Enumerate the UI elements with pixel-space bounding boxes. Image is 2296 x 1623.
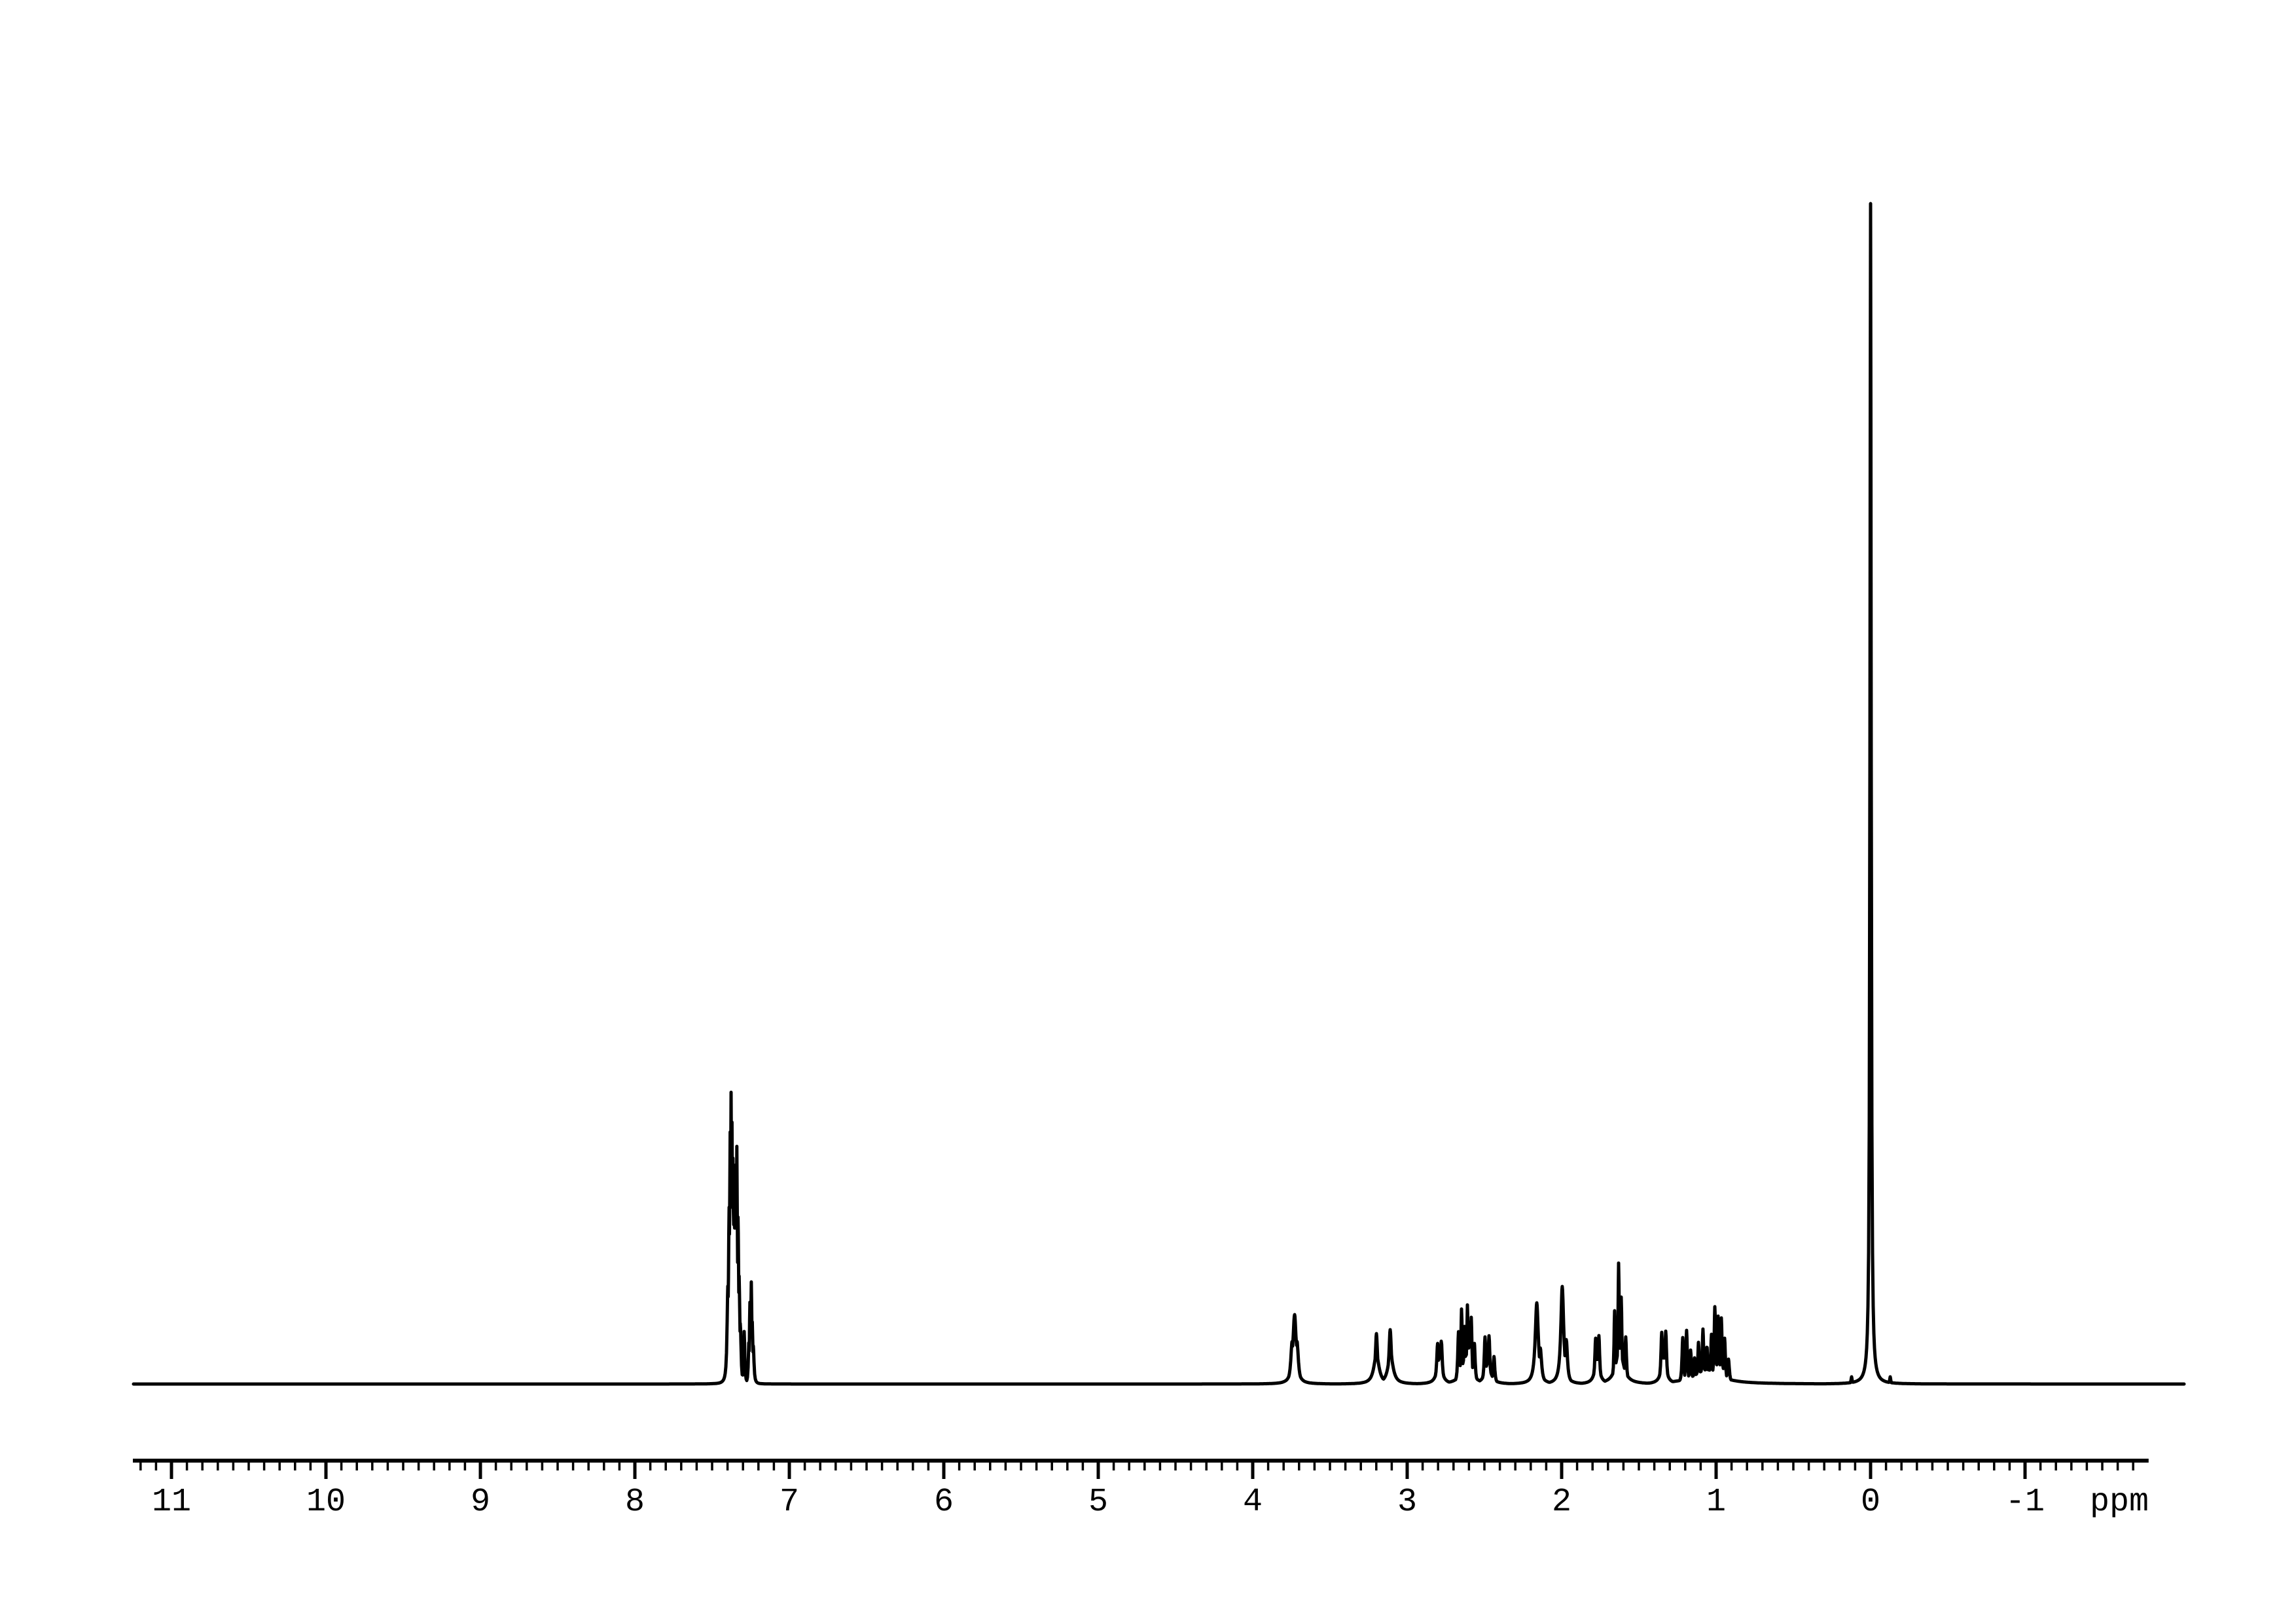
- axis-tick-label-8: 8: [625, 1484, 645, 1521]
- x-axis-minor-ticks: [139, 1459, 2134, 1470]
- axis-tick-label-3: 3: [1397, 1484, 1417, 1521]
- axis-unit-label: ppm: [2090, 1484, 2149, 1521]
- x-axis-major-ticks: [170, 1459, 2027, 1479]
- axis-tick-label-1: 1: [1706, 1484, 1726, 1521]
- axis-tick-label-6: 6: [934, 1484, 954, 1521]
- axis-tick-label-4: 4: [1243, 1484, 1263, 1521]
- axis-tick-label-11: 11: [152, 1484, 191, 1521]
- axis-tick-label--1: -1: [2005, 1484, 2045, 1521]
- axis-tick-label-0: 0: [1861, 1484, 1880, 1521]
- spectrum-trace: [132, 202, 2186, 1386]
- axis-tick-label-9: 9: [471, 1484, 490, 1521]
- axis-tick-label-7: 7: [780, 1484, 799, 1521]
- axis-tick-label-5: 5: [1088, 1484, 1108, 1521]
- axis-tick-label-10: 10: [306, 1484, 346, 1521]
- axis-tick-label-2: 2: [1552, 1484, 1571, 1521]
